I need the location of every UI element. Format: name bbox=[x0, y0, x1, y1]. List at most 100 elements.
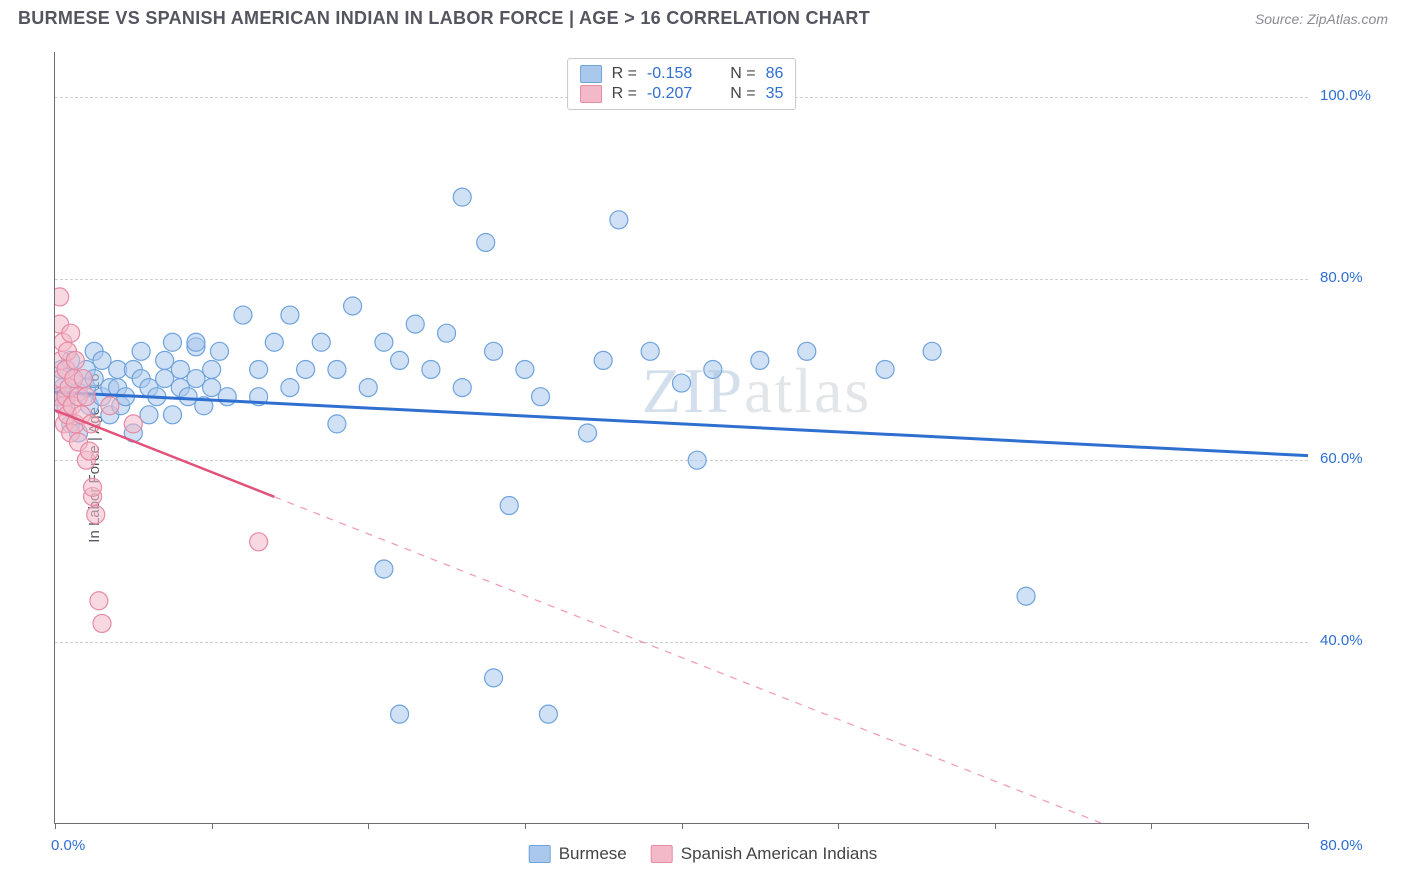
data-point bbox=[250, 360, 268, 378]
data-point bbox=[641, 342, 659, 360]
legend-R-label: R = bbox=[612, 65, 637, 83]
data-point bbox=[163, 406, 181, 424]
data-point bbox=[438, 324, 456, 342]
chart-source: Source: ZipAtlas.com bbox=[1255, 11, 1388, 27]
x-tick-mark bbox=[1308, 823, 1309, 829]
plot-region: R = -0.158 N = 86 R = -0.207 N = 35 ZIPa… bbox=[54, 52, 1308, 824]
data-point bbox=[74, 370, 92, 388]
data-point bbox=[328, 360, 346, 378]
data-point bbox=[140, 406, 158, 424]
legend-R-value-spanish: -0.207 bbox=[647, 85, 692, 103]
correlation-legend: R = -0.158 N = 86 R = -0.207 N = 35 bbox=[567, 58, 797, 110]
x-tick-label: 80.0% bbox=[1320, 837, 1363, 854]
data-point bbox=[66, 351, 84, 369]
regression-line bbox=[55, 392, 1308, 455]
data-point bbox=[312, 333, 330, 351]
data-point bbox=[328, 415, 346, 433]
x-tick-mark bbox=[995, 823, 996, 829]
data-point bbox=[87, 506, 105, 524]
chart-title: BURMESE VS SPANISH AMERICAN INDIAN IN LA… bbox=[18, 8, 870, 29]
data-point bbox=[77, 388, 95, 406]
data-point bbox=[751, 351, 769, 369]
data-point bbox=[539, 705, 557, 723]
x-tick-mark bbox=[368, 823, 369, 829]
chart-header: BURMESE VS SPANISH AMERICAN INDIAN IN LA… bbox=[0, 0, 1406, 33]
data-point bbox=[798, 342, 816, 360]
y-tick-label: 80.0% bbox=[1320, 269, 1363, 286]
x-tick-label: 0.0% bbox=[51, 837, 85, 854]
data-point bbox=[516, 360, 534, 378]
legend-N-label: N = bbox=[730, 85, 755, 103]
chart-area: In Labor Force | Age > 16 R = -0.158 N =… bbox=[18, 42, 1388, 874]
scatter-svg bbox=[55, 52, 1308, 823]
legend-swatch-icon bbox=[529, 845, 551, 863]
data-point bbox=[375, 560, 393, 578]
data-point bbox=[210, 342, 228, 360]
data-point bbox=[156, 351, 174, 369]
data-point bbox=[876, 360, 894, 378]
data-point bbox=[156, 370, 174, 388]
data-point bbox=[422, 360, 440, 378]
data-point bbox=[673, 374, 691, 392]
data-point bbox=[1017, 587, 1035, 605]
series-legend: Burmese Spanish American Indians bbox=[529, 844, 878, 864]
data-point bbox=[250, 533, 268, 551]
x-tick-mark bbox=[55, 823, 56, 829]
data-point bbox=[163, 333, 181, 351]
data-point bbox=[93, 351, 111, 369]
data-point bbox=[101, 397, 119, 415]
data-point bbox=[453, 188, 471, 206]
data-point bbox=[90, 592, 108, 610]
legend-item-spanish: Spanish American Indians bbox=[651, 844, 878, 864]
x-tick-mark bbox=[212, 823, 213, 829]
data-point bbox=[500, 497, 518, 515]
data-point bbox=[281, 306, 299, 324]
regression-line-dashed bbox=[274, 497, 1308, 823]
legend-swatch-spanish bbox=[580, 85, 602, 103]
data-point bbox=[688, 451, 706, 469]
data-point bbox=[203, 379, 221, 397]
data-point bbox=[704, 360, 722, 378]
data-point bbox=[179, 388, 197, 406]
y-tick-label: 40.0% bbox=[1320, 632, 1363, 649]
data-point bbox=[485, 669, 503, 687]
data-point bbox=[485, 342, 503, 360]
data-point bbox=[579, 424, 597, 442]
x-tick-mark bbox=[838, 823, 839, 829]
data-point bbox=[265, 333, 283, 351]
legend-label: Spanish American Indians bbox=[681, 844, 878, 864]
data-point bbox=[359, 379, 377, 397]
legend-R-label: R = bbox=[612, 85, 637, 103]
data-point bbox=[80, 442, 98, 460]
data-point bbox=[62, 324, 80, 342]
data-point bbox=[93, 614, 111, 632]
x-tick-mark bbox=[525, 823, 526, 829]
data-point bbox=[84, 478, 102, 496]
data-point bbox=[406, 315, 424, 333]
data-point bbox=[203, 360, 221, 378]
data-point bbox=[391, 351, 409, 369]
data-point bbox=[344, 297, 362, 315]
x-tick-mark bbox=[682, 823, 683, 829]
legend-R-value-burmese: -0.158 bbox=[647, 65, 692, 83]
data-point bbox=[187, 370, 205, 388]
legend-swatch-icon bbox=[651, 845, 673, 863]
data-point bbox=[281, 379, 299, 397]
data-point bbox=[55, 288, 69, 306]
data-point bbox=[532, 388, 550, 406]
data-point bbox=[297, 360, 315, 378]
legend-label: Burmese bbox=[559, 844, 627, 864]
data-point bbox=[610, 211, 628, 229]
legend-item-burmese: Burmese bbox=[529, 844, 627, 864]
y-tick-label: 60.0% bbox=[1320, 450, 1363, 467]
data-point bbox=[477, 233, 495, 251]
legend-N-value-burmese: 86 bbox=[766, 65, 784, 83]
data-point bbox=[923, 342, 941, 360]
data-point bbox=[234, 306, 252, 324]
data-point bbox=[218, 388, 236, 406]
data-point bbox=[391, 705, 409, 723]
data-point bbox=[187, 333, 205, 351]
data-point bbox=[453, 379, 471, 397]
data-point bbox=[171, 360, 189, 378]
data-point bbox=[132, 342, 150, 360]
